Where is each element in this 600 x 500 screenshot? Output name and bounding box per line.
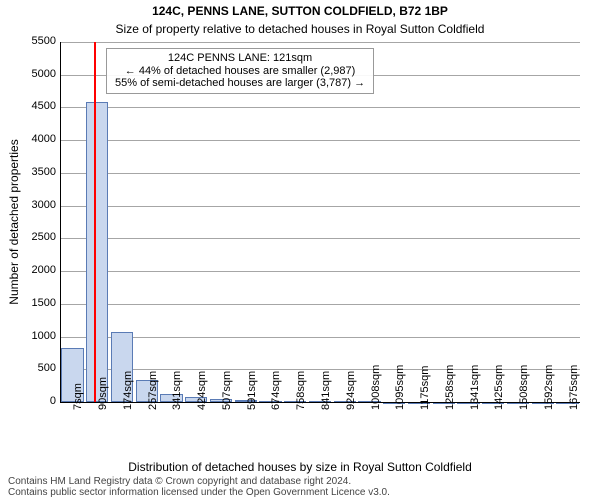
x-tick-label: 507sqm [221, 408, 233, 410]
x-tick-label: 257sqm [147, 408, 159, 410]
x-tick-label: 1675sqm [568, 408, 580, 410]
y-tick-label: 5500 [20, 35, 56, 47]
attribution-line: Contains public sector information licen… [8, 487, 600, 498]
x-tick-label: 90sqm [97, 408, 109, 410]
y-tick-label: 4000 [20, 133, 56, 145]
y-axis-label: Number of detached properties [7, 139, 21, 304]
histogram-bar [86, 102, 108, 402]
x-tick-label: 1341sqm [469, 408, 481, 410]
x-tick-label: 674sqm [270, 408, 282, 410]
plot-area: 124C PENNS LANE: 121sqm← 44% of detached… [60, 42, 580, 402]
attribution-block: Contains HM Land Registry data © Crown c… [8, 476, 600, 498]
y-tick-label: 1000 [20, 330, 56, 342]
x-tick-label: 591sqm [246, 408, 258, 410]
y-tick-label: 2000 [20, 264, 56, 276]
x-tick-label: 924sqm [345, 408, 357, 410]
y-tick-label: 2500 [20, 231, 56, 243]
x-tick-label: 1095sqm [394, 408, 406, 410]
subject-marker-line [94, 42, 96, 402]
axis-line [60, 42, 61, 402]
annotation-line: 124C PENNS LANE: 121sqm [115, 52, 365, 65]
y-tick-label: 4500 [20, 100, 56, 112]
chart-title: 124C, PENNS LANE, SUTTON COLDFIELD, B72 … [0, 4, 600, 18]
y-tick-label: 1500 [20, 297, 56, 309]
x-tick-label: 7sqm [72, 408, 84, 410]
x-tick-label: 1425sqm [493, 408, 505, 410]
x-tick-label: 1008sqm [370, 408, 382, 410]
x-tick-label: 341sqm [171, 408, 183, 410]
chart-subtitle: Size of property relative to detached ho… [0, 22, 600, 36]
x-tick-label: 1592sqm [543, 408, 555, 410]
x-tick-label: 841sqm [320, 408, 332, 410]
x-tick-label: 758sqm [295, 408, 307, 410]
x-tick-label: 174sqm [122, 408, 134, 410]
annotation-line: 55% of semi-detached houses are larger (… [115, 77, 365, 90]
annotation-box: 124C PENNS LANE: 121sqm← 44% of detached… [106, 48, 374, 94]
y-tick-label: 3000 [20, 199, 56, 211]
x-tick-label: 1508sqm [518, 408, 530, 410]
attribution-line: Contains HM Land Registry data © Crown c… [8, 476, 600, 487]
x-tick-label: 424sqm [196, 408, 208, 410]
y-tick-label: 5000 [20, 68, 56, 80]
x-axis-label: Distribution of detached houses by size … [0, 460, 600, 474]
x-tick-label: 1175sqm [419, 408, 431, 410]
y-tick-label: 500 [20, 362, 56, 374]
annotation-line: ← 44% of detached houses are smaller (2,… [115, 65, 365, 78]
x-tick-label: 1258sqm [444, 408, 456, 410]
y-tick-label: 0 [20, 395, 56, 407]
y-tick-label: 3500 [20, 166, 56, 178]
